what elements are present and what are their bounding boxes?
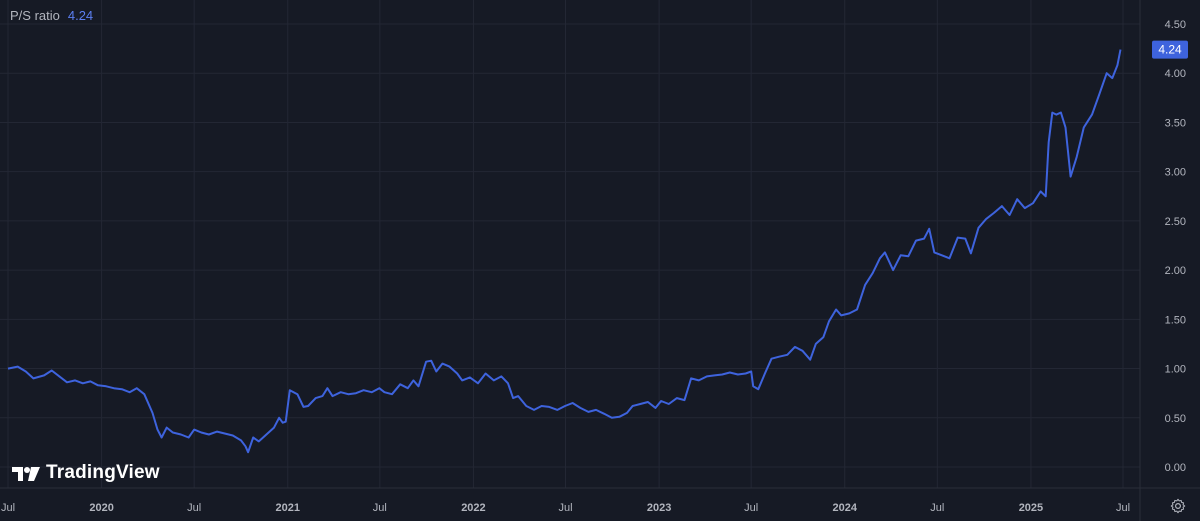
x-tick-label: 2021 bbox=[276, 502, 300, 514]
y-tick-label: 1.00 bbox=[1165, 364, 1186, 376]
x-tick-label: 2020 bbox=[89, 502, 113, 514]
x-tick-label: 2023 bbox=[647, 502, 671, 514]
y-axis: 0.00 0.50 1.00 1.50 2.00 2.50 3.00 3.50 4.00 4.50 bbox=[1165, 19, 1186, 474]
x-tick-label: Jul bbox=[1116, 502, 1130, 514]
x-tick-label: 2022 bbox=[461, 502, 485, 514]
x-tick-label: 2024 bbox=[833, 502, 858, 514]
y-tick-label: 1.50 bbox=[1165, 314, 1186, 326]
x-axis: Jul 2020 Jul 2021 Jul 2022 Jul 2023 Jul 2024 Jul 20… bbox=[1, 502, 1130, 514]
y-tick-label: 4.50 bbox=[1165, 19, 1186, 31]
y-tick-label: 0.50 bbox=[1165, 413, 1186, 425]
chart-legend: P/S ratio 4.24 bbox=[10, 8, 93, 23]
gear-icon[interactable] bbox=[1169, 497, 1187, 515]
tradingview-logo[interactable]: TradingView bbox=[12, 462, 160, 484]
legend-series-value: 4.24 bbox=[67, 8, 94, 23]
x-tick-label: Jul bbox=[744, 502, 758, 514]
y-tick-label: 2.50 bbox=[1165, 216, 1186, 228]
x-tick-label: Jul bbox=[558, 502, 572, 514]
last-value-badge: 4.24 bbox=[1152, 40, 1188, 59]
y-tick-label: 2.00 bbox=[1165, 265, 1186, 277]
tradingview-logo-icon bbox=[12, 467, 40, 481]
y-tick-label: 3.00 bbox=[1165, 167, 1186, 179]
last-value-badge-box bbox=[1152, 40, 1188, 59]
x-tick-label: 2025 bbox=[1019, 502, 1043, 514]
last-value-label: 4.24 bbox=[1158, 43, 1182, 57]
y-tick-label: 0.00 bbox=[1165, 462, 1186, 474]
brand-name: TradingView bbox=[46, 462, 160, 483]
legend-series-label: P/S ratio bbox=[10, 8, 60, 23]
x-tick-label: Jul bbox=[930, 502, 944, 514]
x-tick-label: Jul bbox=[187, 502, 201, 514]
x-tick-label: Jul bbox=[373, 502, 387, 514]
y-tick-label: 4.00 bbox=[1165, 68, 1186, 80]
x-tick-label: Jul bbox=[1, 502, 15, 514]
y-tick-label: 3.50 bbox=[1165, 117, 1186, 129]
series-line bbox=[7, 49, 1122, 454]
